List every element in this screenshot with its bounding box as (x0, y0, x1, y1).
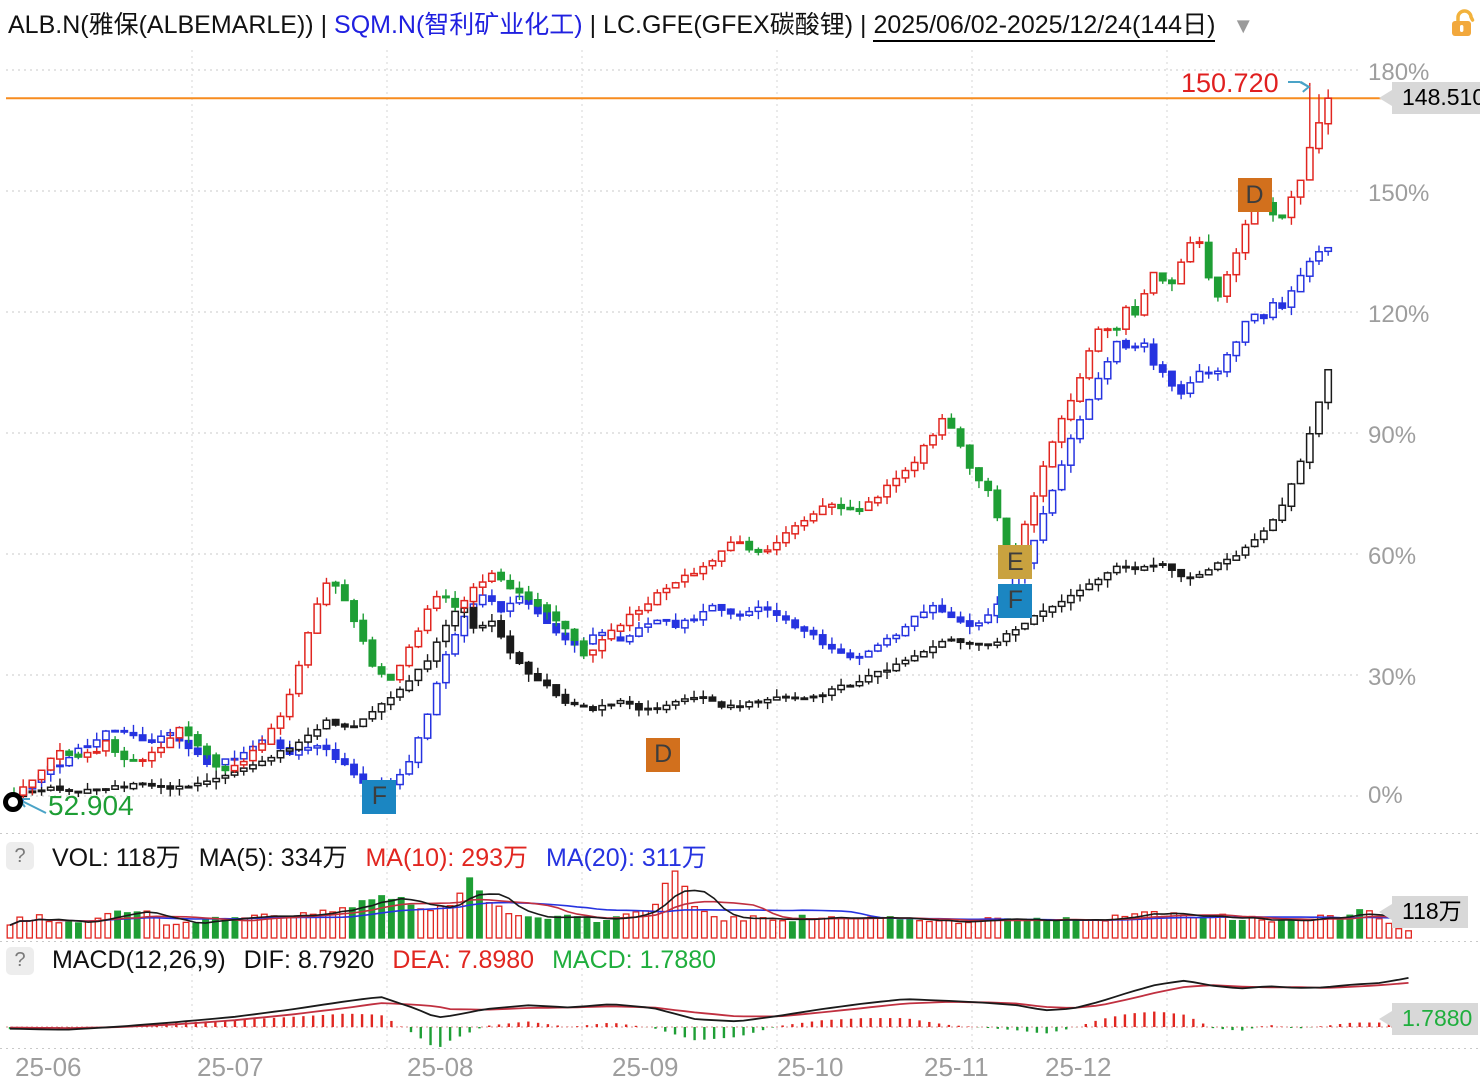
symbol-sqm[interactable]: SQM.N(智利矿业化工) (334, 11, 583, 39)
header: ALB.N(雅保(ALBEMARLE)) | SQM.N(智利矿业化工) | L… (8, 5, 1255, 42)
separator: | (320, 11, 328, 39)
xaxis-sep: 25-09 (612, 1052, 679, 1082)
low-price-label: 52.904 (48, 790, 134, 821)
macd-indicator-row: ? MACD(12,26,9) DIF: 8.7920 DEA: 7.8980 … (6, 946, 716, 975)
macd-dif: DIF: 8.7920 (243, 946, 375, 974)
macd-tag: 1.7880 (1378, 1003, 1479, 1035)
volume-ma-lines (9, 889, 1409, 926)
volume-indicator-row: ? VOL: 118万 MA(5): 334万 MA(10): 293万 MA(… (6, 838, 707, 874)
series-start-marker (3, 792, 23, 813)
xaxis-dec: 25-12 (1045, 1052, 1112, 1082)
vol-ma5: MA(5): 334万 (198, 844, 348, 872)
chevron-down-icon[interactable]: ▼ (1232, 13, 1255, 38)
vol-ma20: MA(20): 311万 (546, 844, 707, 872)
macd-dea: DEA: 7.8980 (392, 946, 535, 974)
vol-value: VOL: 118万 (52, 844, 181, 872)
volume-bars (6, 870, 1412, 939)
volume-tag: 118万 (1379, 896, 1468, 928)
help-icon[interactable]: ? (6, 946, 34, 975)
lc-candles (10, 368, 1333, 804)
help-icon[interactable]: ? (6, 842, 34, 870)
xaxis-jun: 25-06 (15, 1052, 82, 1082)
xaxis-oct: 25-10 (777, 1052, 844, 1082)
gridlines (0, 50, 1480, 1049)
macd-lines (9, 977, 1409, 1031)
event-marker-F[interactable]: F (362, 779, 397, 814)
lock-icon[interactable] (1449, 8, 1479, 40)
symbol-lc[interactable]: LC.GFE(GFEX碳酸锂) (603, 11, 854, 39)
high-price-label: 150.720 (1181, 68, 1279, 98)
separator: | (860, 11, 867, 39)
event-marker-E[interactable]: E (998, 545, 1033, 580)
axis-label-0: 0% (1368, 782, 1403, 809)
macd-value: MACD: 1.7880 (552, 946, 717, 974)
event-marker-F[interactable]: F (998, 583, 1033, 618)
alb-candles (10, 82, 1333, 808)
vol-ma10: MA(10): 293万 (365, 844, 529, 872)
sqm-candles (10, 245, 1333, 803)
macd-histogram (8, 1011, 1410, 1047)
macd-name: MACD(12,26,9) (52, 946, 226, 974)
axis-label-30: 30% (1368, 664, 1417, 691)
date-range-selector[interactable]: 2025/06/02-2025/12/24(144日) (873, 11, 1216, 42)
annotations (3, 81, 1311, 814)
axis-label-180: 180% (1368, 59, 1430, 86)
axis-label-90: 90% (1368, 422, 1417, 449)
event-marker-D[interactable]: D (646, 737, 681, 772)
axis-label-60: 60% (1368, 543, 1417, 570)
xaxis-aug: 25-08 (407, 1052, 474, 1082)
axis-label-150: 150% (1368, 180, 1430, 207)
xaxis-jul: 25-07 (197, 1052, 264, 1082)
last-price-tag: 148.510 (1378, 82, 1480, 114)
axis-label-120: 120% (1368, 301, 1430, 328)
symbol-alb[interactable]: ALB.N(雅保(ALBEMARLE)) (8, 11, 314, 39)
separator: | (589, 11, 597, 39)
event-marker-D[interactable]: D (1237, 178, 1272, 213)
xaxis-nov: 25-11 (924, 1052, 989, 1082)
